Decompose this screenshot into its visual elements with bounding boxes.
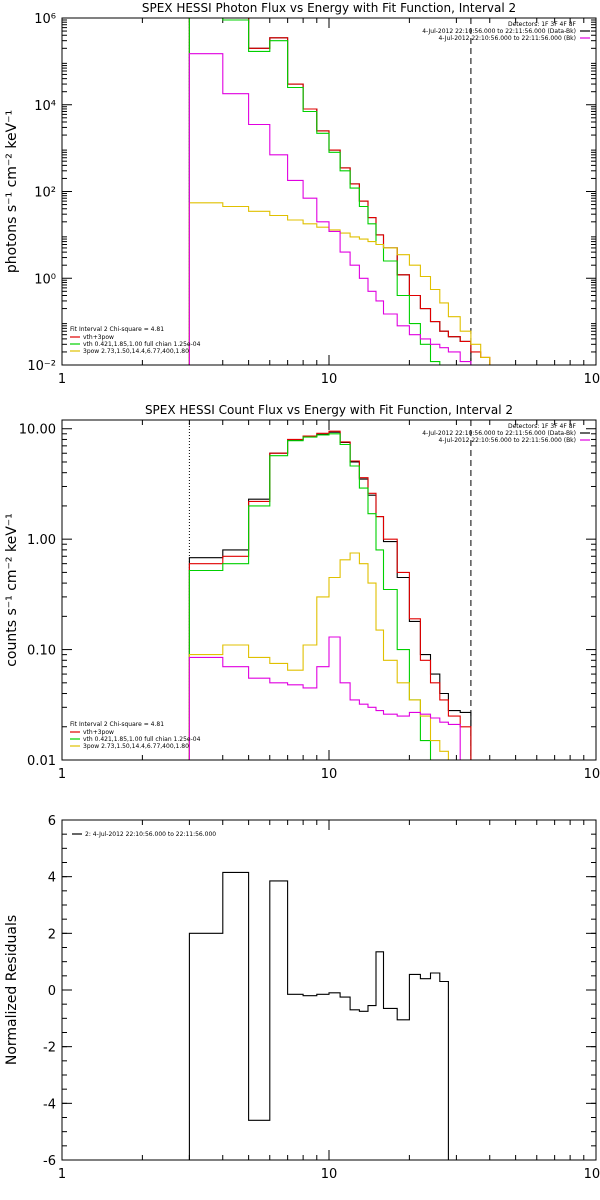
y-tick-label: 10⁰ — [34, 272, 56, 287]
legend-text: 2: 4-Jul-2012 22:10:56.000 to 22:11:56.0… — [85, 831, 216, 838]
y-tick-label: 0 — [48, 984, 56, 999]
x-tick-label: 1 — [58, 767, 66, 782]
y-tick-label: 10.00 — [19, 423, 56, 438]
series-line-2 — [188, 430, 472, 760]
chart-title: SPEX HESSI Count Flux vs Energy with Fit… — [145, 403, 513, 417]
fit-legend-text: 3pow 2.73,1.50,14.4,6.77,400,1.80 — [83, 743, 189, 750]
info-legend-text: Detectors: 1F 3F 4F 8F — [508, 423, 577, 430]
panel-1: SPEX HESSI Photon Flux vs Energy with Fi… — [4, 1, 600, 387]
info-legend-text: 4-Jul-2012 22:10:56.000 to 22:11:56.000 … — [438, 35, 576, 42]
panel-3: 1 10 100 -6 -4 -2 0 2 4 6 Normalized Residuals 2: 4… — [4, 814, 600, 1182]
series-line-3 — [188, 18, 449, 365]
x-tick-label: 10 — [321, 1167, 338, 1182]
series-line-5 — [188, 636, 461, 760]
x-tick-label: 10 — [321, 372, 338, 387]
info-legend-text: 4-Jul-2012 22:10:56.000 to 22:11:56.000 … — [422, 28, 576, 35]
y-tick-label: -2 — [43, 1041, 56, 1056]
info-legend-text: 4-Jul-2012 22:10:56.000 to 22:11:56.000 … — [438, 437, 576, 444]
fit-legend-header: Fit Interval 2 Chi-square = 4.81 — [70, 721, 164, 728]
series-line-4 — [188, 202, 504, 365]
x-tick-label: 100 — [584, 372, 600, 387]
x-tick-label: 1 — [58, 372, 66, 387]
fit-legend-text: vth+3pow — [83, 334, 114, 341]
y-axis-label: photons s⁻¹ cm⁻² keV⁻¹ — [4, 110, 20, 273]
info-legend-text: Detectors: 1F 3F 4F 8F — [508, 21, 577, 28]
y-tick-label: 10⁶ — [34, 12, 56, 27]
y-tick-label: 10² — [34, 186, 56, 201]
y-tick-label: 0.10 — [27, 644, 56, 659]
series-line-1 — [188, 871, 449, 1160]
series-line-4 — [188, 552, 461, 760]
chart-title: SPEX HESSI Photon Flux vs Energy with Fi… — [142, 1, 516, 15]
x-tick-label: 100 — [584, 767, 600, 782]
x-tick-label: 10 — [321, 767, 338, 782]
fit-legend-text: vth 0.421,1.85,1.00 full chian 1.25e-04 — [83, 736, 201, 743]
y-tick-label: -6 — [43, 1154, 56, 1169]
fit-legend-text: vth 0.421,1.85,1.00 full chian 1.25e-04 — [83, 341, 201, 348]
y-tick-label: 2 — [48, 927, 56, 942]
plot-frame — [61, 419, 597, 761]
series-line-1 — [188, 431, 472, 760]
info-legend-text: 4-Jul-2012 22:10:56.000 to 22:11:56.000 … — [422, 430, 576, 437]
x-tick-label: 100 — [584, 1167, 600, 1182]
y-tick-label: 1.00 — [27, 533, 56, 548]
panel-2: SPEX HESSI Count Flux vs Energy with Fit… — [4, 403, 600, 782]
fit-legend-text: vth+3pow — [83, 729, 114, 736]
y-tick-label: 4 — [48, 871, 56, 886]
fit-legend-header: Fit Interval 2 Chi-square = 4.81 — [70, 326, 164, 333]
series-line-1 — [188, 18, 472, 365]
x-tick-label: 1 — [58, 1167, 66, 1182]
plot-frame — [61, 819, 597, 1161]
y-tick-label: 10⁻² — [27, 359, 56, 374]
plot-frame — [61, 17, 597, 366]
y-axis-label: counts s⁻¹ cm⁻² keV⁻¹ — [4, 513, 20, 667]
y-tick-label: -4 — [43, 1097, 56, 1112]
y-tick-label: 6 — [48, 814, 56, 829]
y-tick-label: 0.01 — [27, 754, 56, 769]
y-tick-label: 10⁴ — [34, 99, 56, 114]
y-axis-label: Normalized Residuals — [4, 915, 20, 1065]
fit-legend-text: 3pow 2.73,1.50,14.4,6.77,400,1.80 — [83, 348, 189, 355]
series-line-2 — [188, 18, 504, 365]
series-line-5 — [188, 53, 472, 365]
